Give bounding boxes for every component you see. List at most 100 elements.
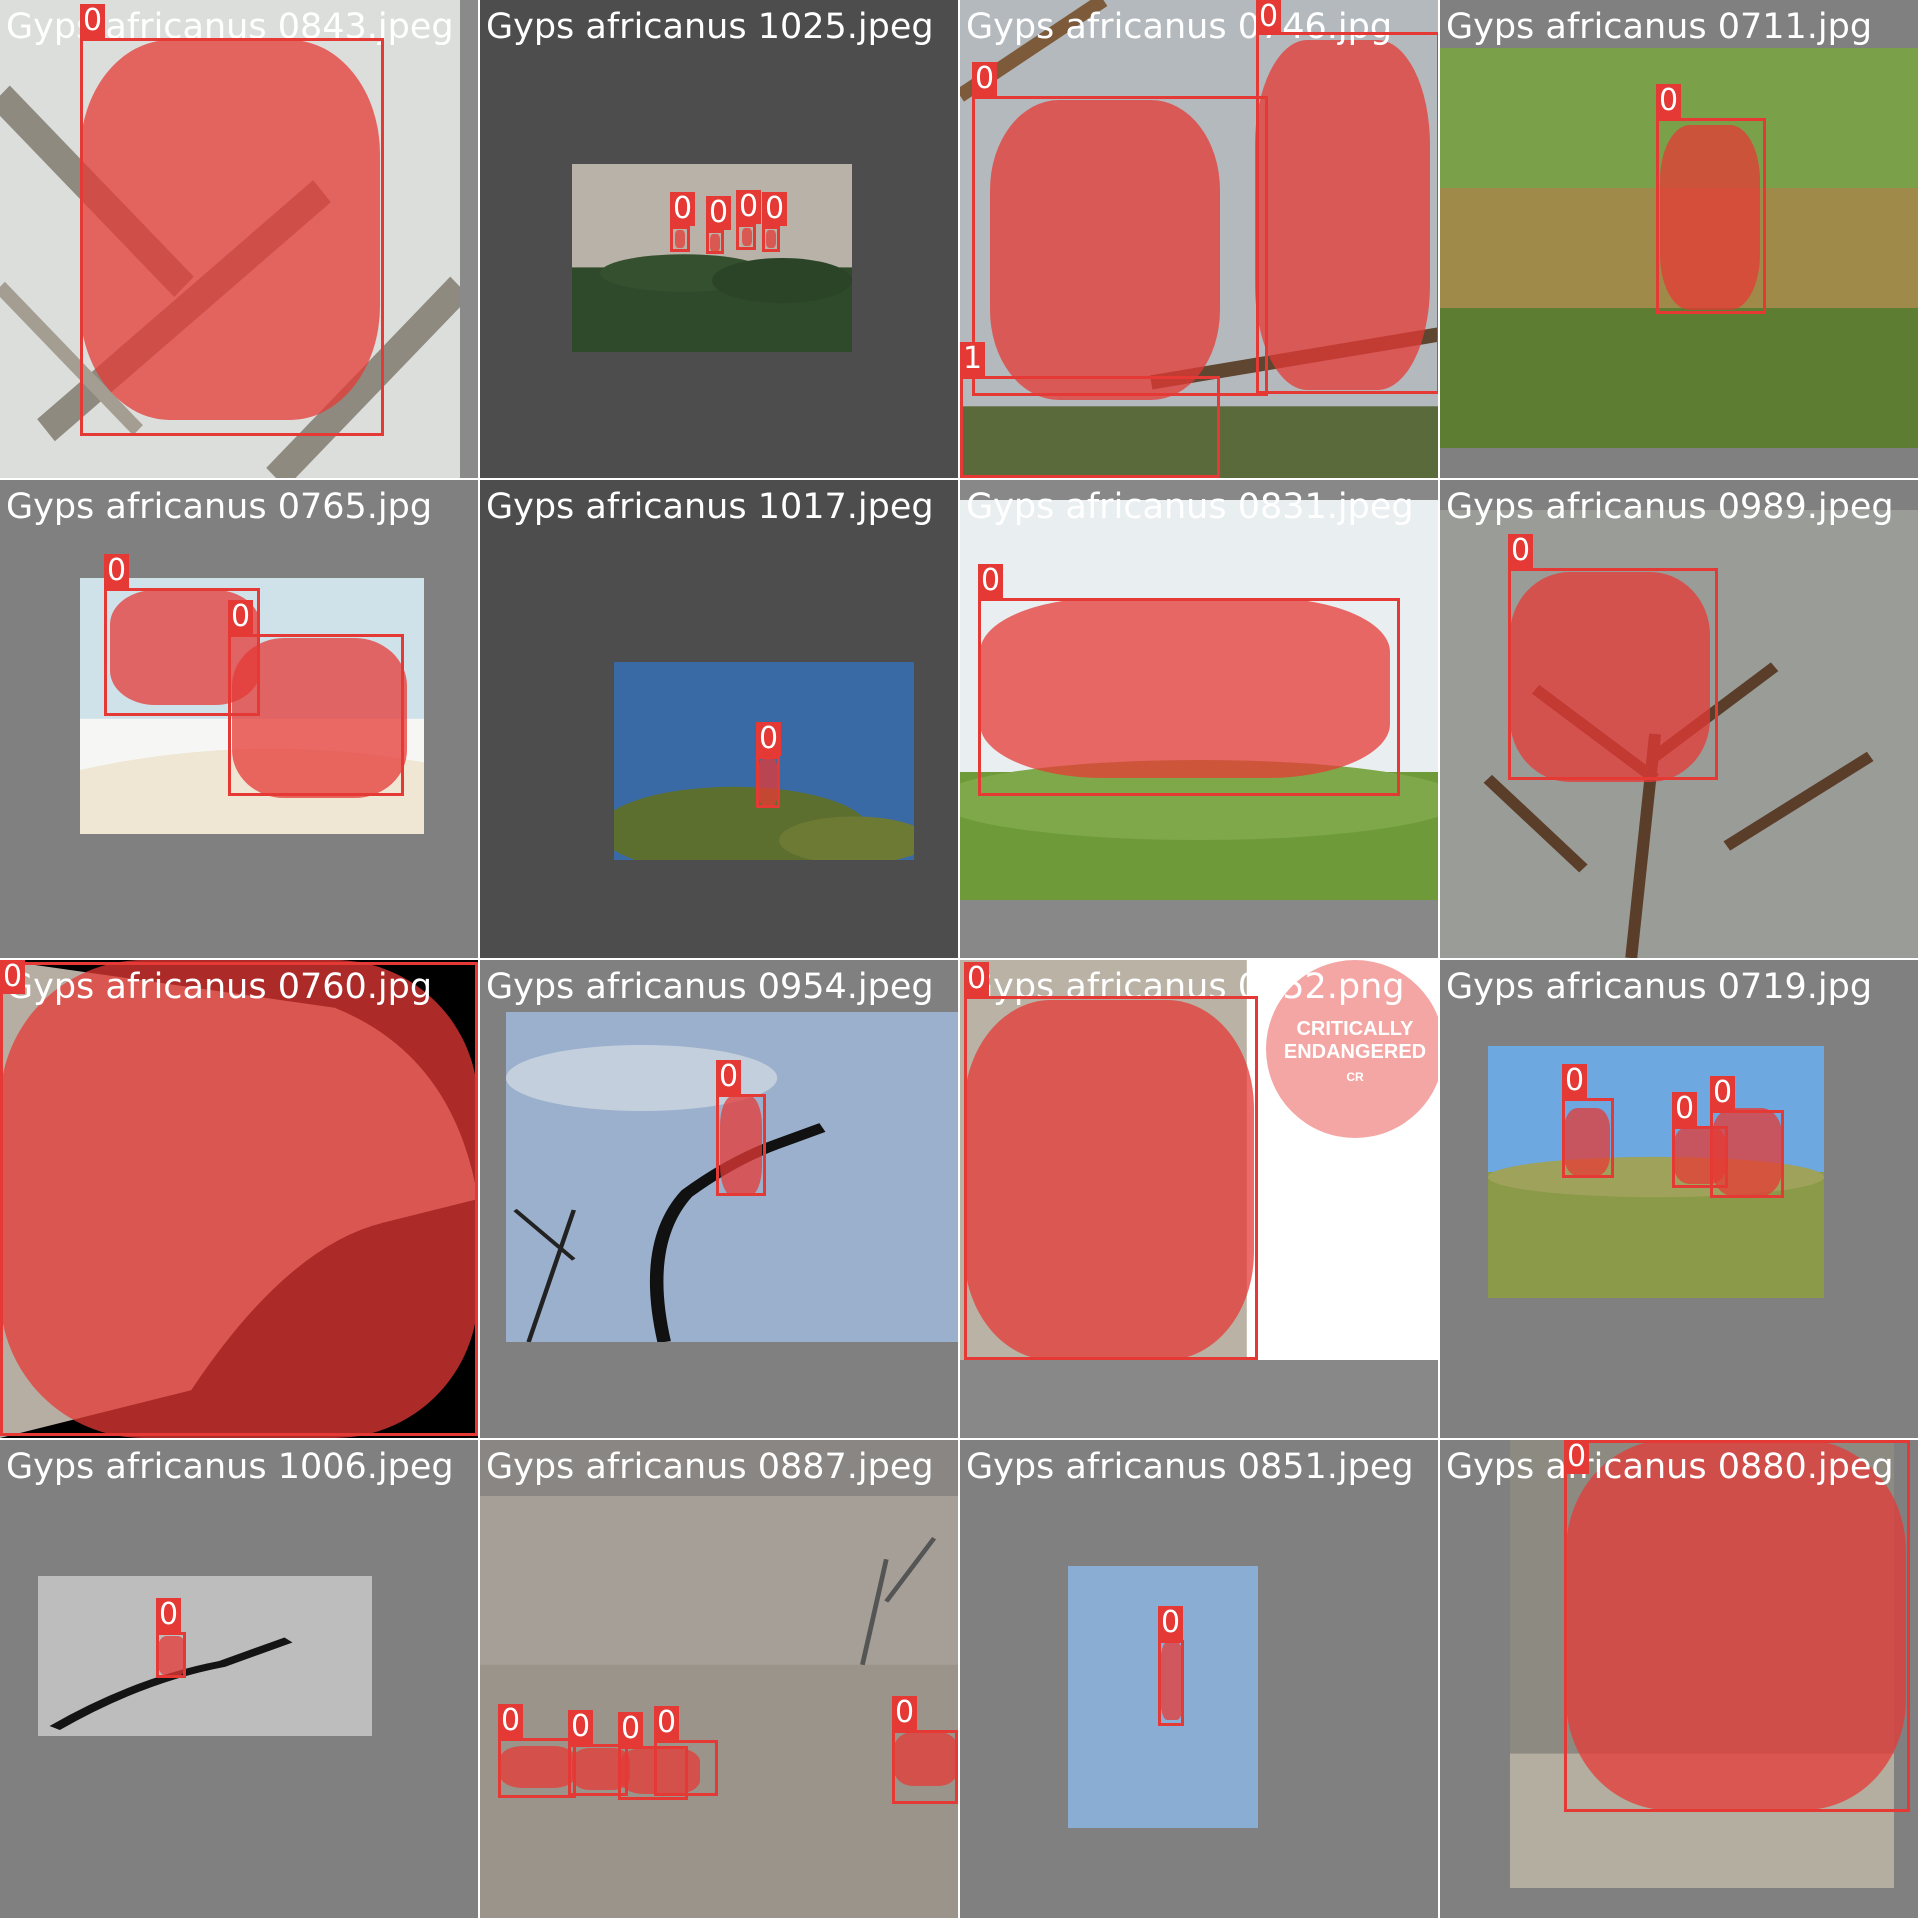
tile-photo bbox=[572, 164, 852, 352]
segmentation-mask bbox=[1160, 1642, 1184, 1720]
tile-filename: Gyps africanus 1025.jpeg bbox=[486, 7, 934, 47]
class-label: 1 bbox=[960, 342, 986, 376]
badge-line3: CR bbox=[1346, 1070, 1364, 1084]
segmentation-mask bbox=[158, 1636, 186, 1676]
bounding-box bbox=[156, 1632, 186, 1678]
segmentation-mask bbox=[1564, 1108, 1610, 1176]
tile-photo bbox=[480, 1496, 958, 1918]
class-label: 0 bbox=[670, 192, 696, 226]
badge-line2: ENDANGERED bbox=[1283, 1041, 1427, 1063]
segmentation-mask bbox=[894, 1732, 958, 1786]
bounding-box bbox=[978, 598, 1400, 796]
class-label: 0 bbox=[964, 962, 990, 996]
badge-line1: CRITICALLY bbox=[1296, 1018, 1414, 1040]
mosaic-tile: Gyps africanus 0887.jpeg 0 0 0 0 0 bbox=[480, 1440, 958, 1918]
bounding-box bbox=[1672, 1126, 1728, 1188]
bounding-box bbox=[228, 634, 404, 796]
segmentation-mask bbox=[1712, 1108, 1782, 1196]
segmentation-mask bbox=[80, 40, 380, 420]
class-label: 0 bbox=[756, 722, 782, 756]
bounding-box bbox=[498, 1738, 576, 1798]
class-label: 0 bbox=[80, 4, 106, 38]
bounding-box bbox=[1562, 1098, 1614, 1178]
segmentation-mask bbox=[1660, 125, 1760, 310]
class-label: 0 bbox=[654, 1706, 680, 1740]
tile-filename: Gyps africanus 0765.jpg bbox=[6, 487, 433, 527]
mosaic-tile: Gyps africanus 0843.jpeg 0 bbox=[0, 0, 478, 478]
class-label: 0 bbox=[1710, 1076, 1736, 1110]
tile-filename: Gyps africanus 1006.jpeg bbox=[6, 1447, 454, 1487]
tile-filename: Gyps africanus 0760.jpg bbox=[6, 967, 433, 1007]
mosaic-tile: Gyps africanus 0752.png 0 CRITICALLY ENDANG… bbox=[960, 960, 1438, 1438]
bounding-box bbox=[762, 226, 780, 252]
class-label: 0 bbox=[498, 1704, 524, 1738]
class-label: 0 bbox=[972, 62, 998, 96]
bounding-box bbox=[568, 1744, 628, 1796]
bounding-box bbox=[1508, 568, 1718, 780]
mosaic-tile: Gyps africanus 0719.jpg 0 0 0 bbox=[1440, 960, 1918, 1438]
mosaic-tile: Gyps africanus 0831.jpeg 0 bbox=[960, 480, 1438, 958]
tile-filename: Gyps africanus 1017.jpeg bbox=[486, 487, 934, 527]
tile-filename: Gyps africanus 0711.jpg bbox=[1446, 7, 1873, 47]
tile-filename: Gyps africanus 0719.jpg bbox=[1446, 967, 1873, 1007]
bounding-box bbox=[670, 226, 690, 252]
class-label: 0 bbox=[1562, 1064, 1588, 1098]
segmentation-mask bbox=[766, 230, 776, 248]
segmentation-mask bbox=[720, 1096, 762, 1196]
endangered-badge: CRITICALLY ENDANGERED CR bbox=[1266, 960, 1438, 1138]
class-label: 0 bbox=[736, 190, 762, 224]
tile-filename: Gyps africanus 0880.jpeg bbox=[1446, 1447, 1894, 1487]
class-label: 0 bbox=[978, 564, 1004, 598]
segmentation-mask bbox=[964, 1000, 1254, 1360]
mosaic-tile: Gyps africanus 0711.jpg 0 bbox=[1440, 0, 1918, 478]
bounding-box bbox=[104, 588, 260, 716]
class-label: 0 bbox=[762, 192, 788, 226]
tile-filename: Gyps africanus 0989.jpeg bbox=[1446, 487, 1894, 527]
mosaic-tile: Gyps africanus 0746.jpg 0 0 1 bbox=[960, 0, 1438, 478]
segmentation-mask bbox=[710, 234, 720, 252]
bounding-box bbox=[1158, 1640, 1184, 1726]
bounding-box bbox=[716, 1094, 766, 1196]
mosaic-tile: Gyps africanus 0880.jpeg 0 bbox=[1440, 1440, 1918, 1918]
tile-filename: Gyps africanus 0954.jpeg bbox=[486, 967, 934, 1007]
bounding-box bbox=[618, 1746, 688, 1800]
mosaic-tile: Gyps africanus 1017.jpeg 0 bbox=[480, 480, 958, 958]
class-label: 0 bbox=[568, 1710, 594, 1744]
segmentation-mask bbox=[675, 230, 685, 248]
class-label: 0 bbox=[228, 600, 254, 634]
class-label: 0 bbox=[618, 1712, 644, 1746]
bounding-box bbox=[1656, 118, 1766, 314]
tile-photo bbox=[38, 1576, 372, 1736]
segmentation-mask bbox=[980, 598, 1390, 778]
mosaic-tile: Gyps africanus 1006.jpeg 0 bbox=[0, 1440, 478, 1918]
class-label: 0 bbox=[104, 554, 130, 588]
class-label: 0 bbox=[1656, 84, 1682, 118]
tile-filename: Gyps africanus 0831.jpeg bbox=[966, 487, 1414, 527]
tile-filename: Gyps africanus 0887.jpeg bbox=[486, 1447, 934, 1487]
class-label: 0 bbox=[1672, 1092, 1698, 1126]
mosaic-tile: Gyps africanus 0989.jpeg 0 bbox=[1440, 480, 1918, 958]
segmentation-mask bbox=[1510, 572, 1710, 782]
segmentation-mask bbox=[500, 1746, 576, 1788]
class-label: 0 bbox=[1158, 1606, 1184, 1640]
class-label: 0 bbox=[1508, 534, 1534, 568]
class-label: 0 bbox=[0, 960, 26, 994]
bounding-box bbox=[80, 38, 384, 436]
bounding-box bbox=[1710, 1110, 1784, 1198]
class-label: 0 bbox=[706, 196, 732, 230]
bounding-box bbox=[1564, 1440, 1910, 1812]
segmentation-mask bbox=[758, 758, 778, 806]
class-label: 0 bbox=[1564, 1440, 1590, 1474]
segmentation-mask bbox=[990, 100, 1220, 400]
bounding-box bbox=[1256, 32, 1438, 394]
bounding-box bbox=[0, 962, 478, 1436]
bounding-box bbox=[654, 1740, 718, 1796]
segmentation-mask bbox=[1255, 40, 1430, 390]
bounding-box bbox=[706, 230, 724, 254]
segmentation-mask bbox=[1566, 1440, 1906, 1810]
class-label: 0 bbox=[892, 1696, 918, 1730]
mosaic-tile: Gyps africanus 0954.jpeg 0 bbox=[480, 960, 958, 1438]
class-label: 0 bbox=[156, 1598, 182, 1632]
mosaic-tile: Gyps africanus 0765.jpg 0 0 bbox=[0, 480, 478, 958]
